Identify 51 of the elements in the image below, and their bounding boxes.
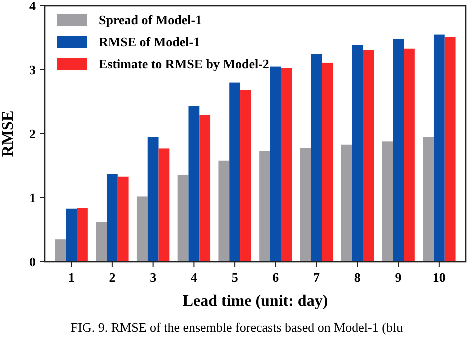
x-tick-label: 7 <box>314 270 321 285</box>
legend-label: Estimate to RMSE by Model-2 <box>99 56 270 72</box>
bar <box>118 176 129 262</box>
legend-label: Spread of Model-1 <box>99 12 202 28</box>
bar <box>281 68 292 262</box>
bar <box>270 66 282 262</box>
bar <box>444 37 456 262</box>
bar <box>311 54 322 262</box>
x-tick-label: 10 <box>432 270 446 285</box>
bar <box>230 82 241 262</box>
x-tick-label: 6 <box>272 270 280 285</box>
x-tick-label: 9 <box>395 270 402 285</box>
bar <box>66 208 78 262</box>
bar <box>393 39 404 262</box>
y-tick-label: 2 <box>30 126 36 142</box>
bar <box>136 196 148 262</box>
bar <box>260 151 270 262</box>
bar <box>178 174 189 262</box>
y-tick-label: 0 <box>30 254 36 270</box>
bar <box>148 137 159 262</box>
x-axis-title: Lead time (unit: day) <box>182 293 328 310</box>
bar <box>341 144 352 262</box>
bar <box>77 208 88 262</box>
x-tick-label: 8 <box>354 270 362 285</box>
x-tick-label: 2 <box>109 270 116 285</box>
bar <box>240 90 252 262</box>
bar <box>322 62 334 262</box>
bar <box>106 174 118 262</box>
bar <box>382 142 394 262</box>
bar <box>363 50 374 262</box>
bar <box>404 48 415 262</box>
bar <box>188 106 200 262</box>
y-tick-label: 4 <box>30 0 36 14</box>
x-tick-label: 3 <box>150 270 158 285</box>
bar <box>423 137 434 262</box>
x-tick-label: 5 <box>232 270 239 285</box>
bar <box>434 34 445 262</box>
bar <box>218 160 230 262</box>
bar <box>96 222 107 262</box>
bar <box>352 45 364 262</box>
y-tick-label: 1 <box>30 190 36 206</box>
bar <box>158 148 170 262</box>
bar <box>300 148 312 262</box>
x-tick-label: 1 <box>68 270 75 285</box>
legend-label: RMSE of Model-1 <box>99 34 200 50</box>
bar <box>55 240 66 262</box>
x-tick-label: 4 <box>190 270 198 285</box>
caption: FIG. 9. RMSE of the ensemble forecasts based on Model-1 (blu <box>70 320 404 335</box>
y-axis-title: RMSE <box>0 110 17 158</box>
y-tick-label: 3 <box>30 62 36 78</box>
bar <box>200 115 211 262</box>
